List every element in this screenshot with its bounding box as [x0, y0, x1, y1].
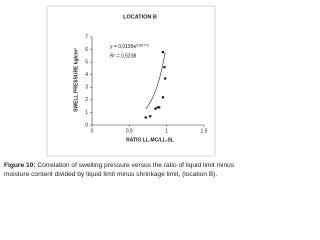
page: {"chart_data": {"type": "scatter", "titl…	[4, 5, 256, 179]
y-tick-label: 1	[85, 110, 88, 116]
y-tick-label: 0	[85, 122, 88, 128]
y-tick-label: 6	[85, 47, 88, 53]
y-tick-label: 7	[85, 34, 88, 40]
chart: LOCATION B RATIO LL-MC/LL-SL SWELL PRESS…	[46, 5, 216, 157]
chart-frame	[46, 5, 216, 157]
x-tick-label: 1	[165, 128, 168, 134]
equation-exponent: 5,8077x	[136, 43, 149, 47]
x-axis-label: RATIO LL-MC/LL-SL	[126, 137, 174, 143]
x-tick-label: 1,5	[201, 128, 208, 134]
caption: Figure 10: Correlation of swelling press…	[4, 162, 256, 179]
y-tick-label: 3	[85, 85, 88, 91]
point	[164, 77, 167, 80]
point	[161, 96, 165, 99]
y-axis-label: SWELL PRESSURE kg/cm²	[73, 48, 79, 112]
trendline	[145, 52, 166, 110]
point	[154, 107, 157, 110]
y-tick-label: 4	[85, 72, 88, 78]
y-tick-label: 2	[85, 97, 88, 103]
point	[161, 50, 165, 54]
caption-text: Correlation of swelling pressure versus …	[4, 162, 235, 178]
equation-base: y = 0,0195e	[110, 44, 136, 50]
point	[144, 116, 147, 119]
trendline-equation: y = 0,0195e5,8077x	[110, 43, 149, 50]
r-squared: R² = 0,5238	[110, 53, 136, 59]
x-tick-label: 0,5	[126, 128, 133, 134]
point	[149, 115, 152, 118]
x-tick-label: 0	[91, 128, 94, 134]
y-tick-label: 5	[85, 59, 88, 65]
caption-label: Figure 10:	[4, 162, 36, 169]
point	[158, 106, 161, 109]
point	[163, 66, 166, 69]
chart-title: LOCATION B	[123, 14, 157, 20]
point	[156, 106, 159, 109]
